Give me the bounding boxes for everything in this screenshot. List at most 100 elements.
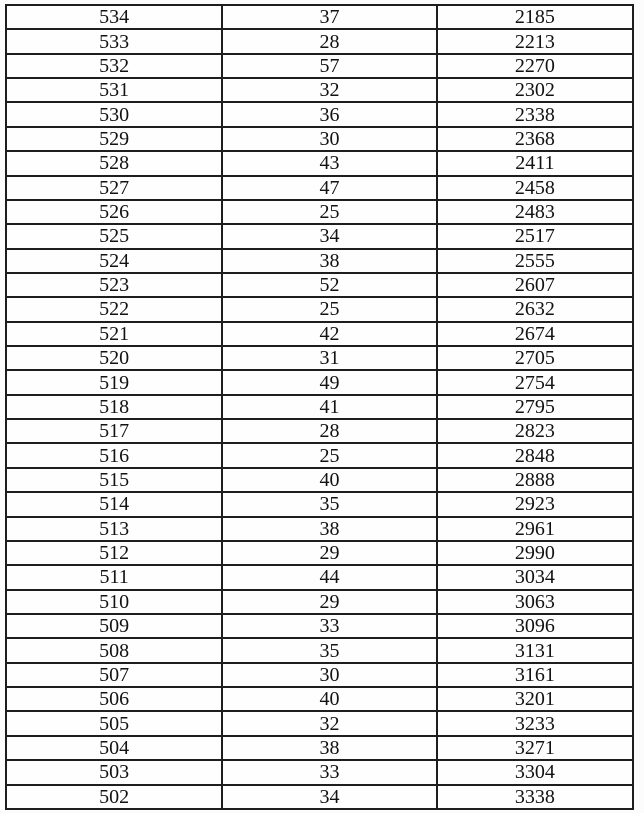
count-cell: 42 <box>221 320 438 348</box>
score-cell: 509 <box>4 612 224 640</box>
table-row: 533 28 2213 <box>4 28 635 55</box>
cumulative-cell: 2632 <box>435 296 635 323</box>
cumulative-cell: 2185 <box>435 3 635 31</box>
cumulative-cell: 2823 <box>435 418 635 445</box>
score-cell: 523 <box>4 271 224 299</box>
score-cell: 512 <box>4 539 224 567</box>
count-cell: 34 <box>221 783 438 810</box>
score-cell: 521 <box>4 320 224 348</box>
table-row: 507 30 3161 <box>4 661 635 689</box>
score-cell: 534 <box>4 3 224 31</box>
count-cell: 32 <box>221 710 438 737</box>
score-cell: 522 <box>4 296 224 323</box>
cumulative-cell: 3063 <box>435 588 635 615</box>
count-cell: 25 <box>221 198 438 226</box>
count-cell: 38 <box>221 247 438 274</box>
table-row: 528 43 2411 <box>4 150 635 177</box>
count-cell: 32 <box>221 77 438 104</box>
table-row: 511 44 3034 <box>4 564 635 591</box>
score-cell: 502 <box>4 783 224 810</box>
table-row: 521 42 2674 <box>4 320 635 348</box>
count-cell: 37 <box>221 3 438 31</box>
cumulative-cell: 2270 <box>435 52 635 80</box>
table-row: 505 32 3233 <box>4 710 635 737</box>
score-cell: 516 <box>4 442 224 469</box>
score-cell: 531 <box>4 77 224 104</box>
table-row: 502 34 3338 <box>4 783 635 810</box>
cumulative-cell: 2555 <box>435 247 635 274</box>
table-row: 504 38 3271 <box>4 734 635 762</box>
count-cell: 33 <box>221 612 438 640</box>
table-row: 512 29 2990 <box>4 539 635 567</box>
cumulative-cell: 2848 <box>435 442 635 469</box>
count-cell: 25 <box>221 442 438 469</box>
cumulative-cell: 2607 <box>435 271 635 299</box>
table-row: 519 49 2754 <box>4 369 635 396</box>
cumulative-cell: 3131 <box>435 637 635 664</box>
score-cell: 533 <box>4 28 224 55</box>
table-row: 515 40 2888 <box>4 466 635 494</box>
count-cell: 34 <box>221 223 438 250</box>
cumulative-cell: 2411 <box>435 150 635 177</box>
score-cell: 505 <box>4 710 224 737</box>
cumulative-cell: 2705 <box>435 345 635 372</box>
count-cell: 49 <box>221 369 438 396</box>
count-cell: 38 <box>221 734 438 762</box>
score-cell: 508 <box>4 637 224 664</box>
count-cell: 36 <box>221 101 438 128</box>
table-row: 520 31 2705 <box>4 345 635 372</box>
score-cell: 503 <box>4 759 224 786</box>
count-cell: 38 <box>221 515 438 542</box>
count-cell: 29 <box>221 539 438 567</box>
score-distribution-table: 534 37 2185 533 28 2213 532 57 2270 531 … <box>4 3 635 810</box>
table-row: 503 33 3304 <box>4 759 635 786</box>
cumulative-cell: 2213 <box>435 28 635 55</box>
cumulative-cell: 2483 <box>435 198 635 226</box>
table-row: 525 34 2517 <box>4 223 635 250</box>
table-row: 510 29 3063 <box>4 588 635 615</box>
table-row: 516 25 2848 <box>4 442 635 469</box>
cumulative-cell: 2888 <box>435 466 635 494</box>
count-cell: 35 <box>221 637 438 664</box>
table-row: 518 41 2795 <box>4 393 635 421</box>
count-cell: 28 <box>221 28 438 55</box>
score-cell: 530 <box>4 101 224 128</box>
table-row: 531 32 2302 <box>4 77 635 104</box>
score-cell: 519 <box>4 369 224 396</box>
score-cell: 520 <box>4 345 224 372</box>
cumulative-cell: 3096 <box>435 612 635 640</box>
table-row: 513 38 2961 <box>4 515 635 542</box>
table-row: 526 25 2483 <box>4 198 635 226</box>
count-cell: 29 <box>221 588 438 615</box>
score-cell: 507 <box>4 661 224 689</box>
count-cell: 30 <box>221 125 438 153</box>
score-cell: 518 <box>4 393 224 421</box>
count-cell: 40 <box>221 466 438 494</box>
score-table-body: 534 37 2185 533 28 2213 532 57 2270 531 … <box>4 3 635 810</box>
count-cell: 57 <box>221 52 438 80</box>
count-cell: 43 <box>221 150 438 177</box>
count-cell: 47 <box>221 174 438 201</box>
table-row: 529 30 2368 <box>4 125 635 153</box>
table-row: 522 25 2632 <box>4 296 635 323</box>
count-cell: 30 <box>221 661 438 689</box>
count-cell: 41 <box>221 393 438 421</box>
table-row: 530 36 2338 <box>4 101 635 128</box>
count-cell: 25 <box>221 296 438 323</box>
table-row: 509 33 3096 <box>4 612 635 640</box>
cumulative-cell: 2368 <box>435 125 635 153</box>
score-cell: 526 <box>4 198 224 226</box>
score-cell: 527 <box>4 174 224 201</box>
cumulative-cell: 2458 <box>435 174 635 201</box>
score-cell: 525 <box>4 223 224 250</box>
count-cell: 31 <box>221 345 438 372</box>
table-row: 517 28 2823 <box>4 418 635 445</box>
cumulative-cell: 3233 <box>435 710 635 737</box>
table-row: 514 35 2923 <box>4 491 635 518</box>
score-cell: 513 <box>4 515 224 542</box>
count-cell: 35 <box>221 491 438 518</box>
table-row: 532 57 2270 <box>4 52 635 80</box>
score-cell: 528 <box>4 150 224 177</box>
score-cell: 532 <box>4 52 224 80</box>
